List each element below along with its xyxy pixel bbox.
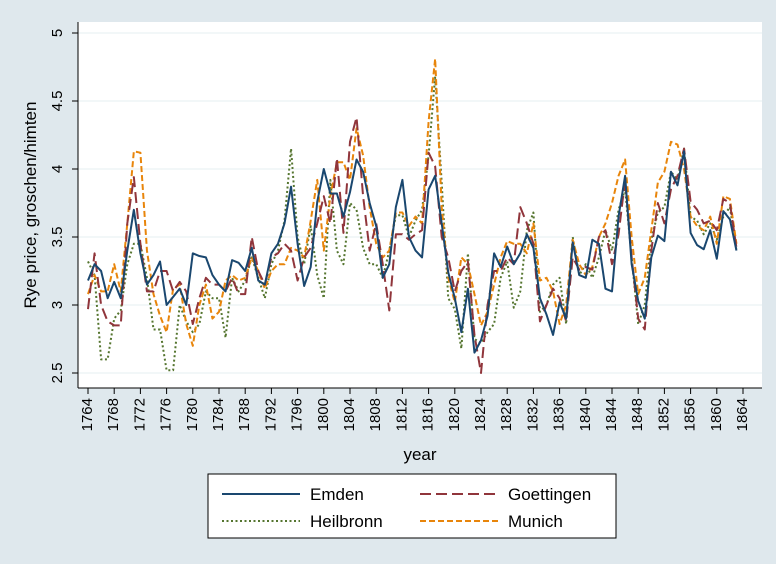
legend-label-emden: Emden bbox=[310, 485, 364, 504]
x-tick-label: 1856 bbox=[682, 398, 699, 431]
x-tick-label: 1784 bbox=[210, 398, 227, 431]
y-axis-title: Rye price, groschen/himten bbox=[21, 102, 40, 309]
x-tick-label: 1776 bbox=[158, 398, 175, 431]
x-tick-label: 1804 bbox=[341, 398, 358, 431]
series-lines bbox=[87, 57, 738, 374]
grid-lines bbox=[78, 32, 762, 374]
y-tick-label: 3.5 bbox=[49, 227, 66, 248]
series-line-emden bbox=[87, 150, 738, 354]
y-tick-label: 3 bbox=[49, 301, 66, 309]
x-tick-label: 1852 bbox=[655, 398, 672, 431]
x-tick-label: 1800 bbox=[315, 398, 332, 431]
y-tick-label: 4.5 bbox=[49, 91, 66, 112]
x-tick-label: 1764 bbox=[79, 398, 96, 431]
x-tick-label: 1824 bbox=[472, 398, 489, 431]
x-tick-label: 1796 bbox=[289, 398, 306, 431]
x-tick-label: 1780 bbox=[184, 398, 201, 431]
legend-label-heilbronn: Heilbronn bbox=[310, 512, 383, 531]
x-tick-label: 1840 bbox=[577, 398, 594, 431]
x-tick-label: 1860 bbox=[708, 398, 725, 431]
x-axis-title: year bbox=[403, 445, 436, 464]
legend: Emden Goettingen Heilbronn Munich bbox=[207, 473, 617, 539]
x-tick-label: 1808 bbox=[367, 398, 384, 431]
x-tick-label: 1836 bbox=[551, 398, 568, 431]
x-tick-label: 1828 bbox=[498, 398, 515, 431]
x-tick-label: 1864 bbox=[734, 398, 751, 431]
legend-box bbox=[207, 473, 617, 539]
x-tick-label: 1848 bbox=[629, 398, 646, 431]
y-tick-label: 5 bbox=[49, 29, 66, 37]
y-tick-label: 2.5 bbox=[49, 363, 66, 384]
legend-label-munich: Munich bbox=[508, 512, 563, 531]
x-tick-label: 1772 bbox=[131, 398, 148, 431]
x-tick-label: 1788 bbox=[236, 398, 253, 431]
x-tick-label: 1816 bbox=[420, 398, 437, 431]
x-tick-label: 1768 bbox=[105, 398, 122, 431]
plot-area bbox=[78, 22, 762, 388]
x-tick-label: 1844 bbox=[603, 398, 620, 431]
y-tick-label: 4 bbox=[49, 165, 66, 173]
x-tick-label: 1792 bbox=[262, 398, 279, 431]
legend-label-goettingen: Goettingen bbox=[508, 485, 591, 504]
x-tick-label: 1812 bbox=[393, 398, 410, 431]
x-tick-label: 1832 bbox=[524, 398, 541, 431]
axes: 2.5 3 3.5 4 4.5 5 1764 1768 1772 1776 1780 1784 1788… bbox=[49, 22, 762, 431]
series-line-munich bbox=[87, 57, 738, 347]
x-tick-label: 1820 bbox=[446, 398, 463, 431]
